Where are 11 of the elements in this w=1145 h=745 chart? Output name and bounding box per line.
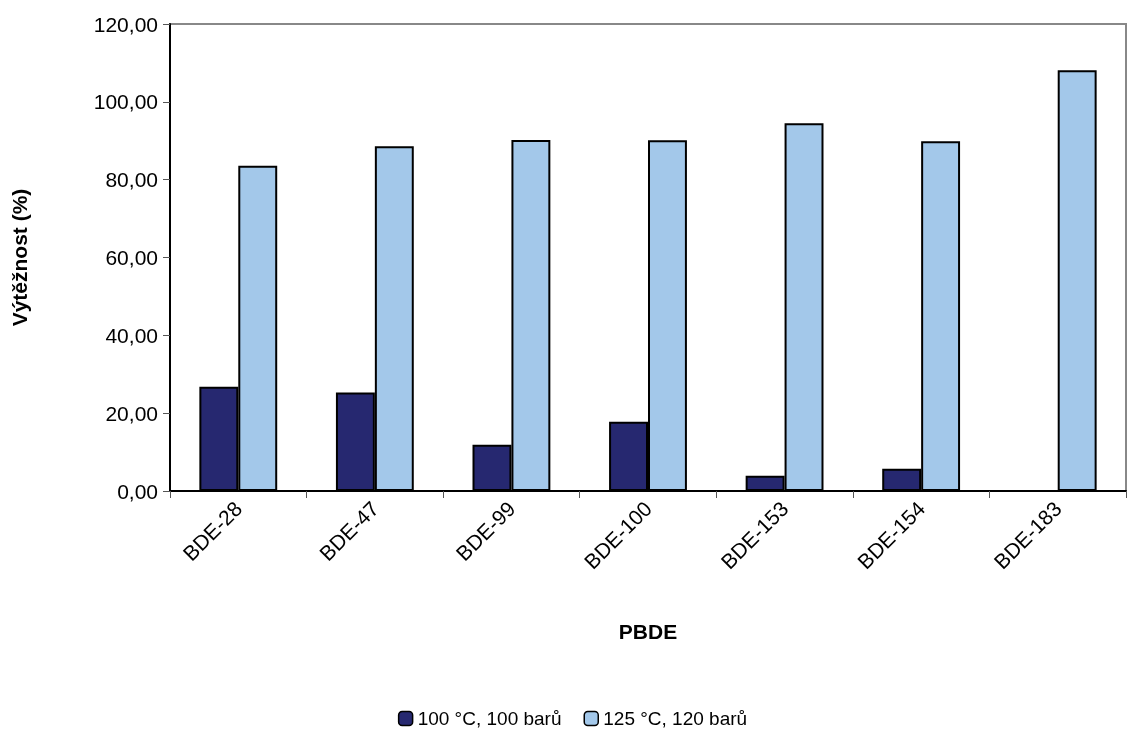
legend-label: 125 °C, 120 barů [603, 708, 748, 729]
x-axis-title: PBDE [618, 620, 678, 643]
y-tick-label: 80,00 [105, 168, 158, 192]
y-axis-title: Výtěžnost (%) [8, 188, 31, 327]
y-tick-label: 60,00 [105, 246, 158, 269]
legend-label: 100 °C, 100 barů [417, 708, 562, 729]
y-tick-label: 120,00 [93, 12, 158, 36]
y-tick-label: 0,00 [117, 479, 158, 503]
y-tick-label: 20,00 [105, 401, 158, 425]
y-tick-label: 100,00 [93, 90, 158, 114]
y-tick-label: 40,00 [105, 323, 158, 347]
